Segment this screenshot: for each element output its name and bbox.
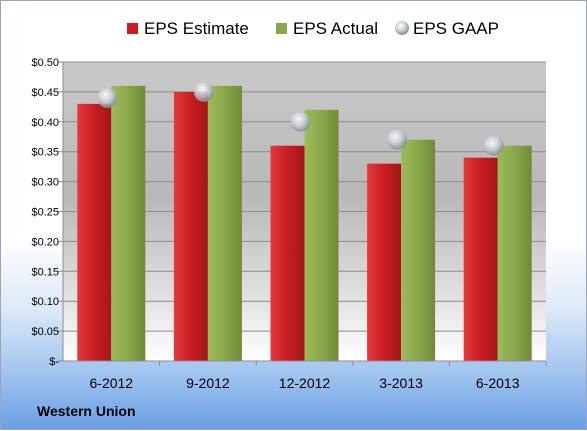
- y-tick-label: $0.40: [31, 117, 59, 129]
- bar-eps-estimate: [463, 157, 498, 361]
- x-axis: 6-2012 9-2012 12-2012 3-2013 6-2013: [63, 360, 547, 391]
- x-tick-label: 12-2012: [279, 375, 331, 391]
- bars-group: [77, 81, 532, 362]
- x-tick-label: 9-2012: [186, 375, 230, 391]
- marker-eps-gaap: [387, 129, 408, 150]
- y-tick-label: $0.50: [31, 57, 59, 69]
- bar-eps-estimate: [270, 145, 305, 361]
- marker-eps-gaap: [483, 135, 504, 156]
- marker-eps-gaap: [193, 81, 214, 102]
- bar-eps-actual: [401, 139, 436, 361]
- legend-label: EPS Estimate: [144, 19, 249, 38]
- marker-eps-gaap: [97, 87, 118, 108]
- bar-eps-estimate: [77, 103, 112, 362]
- bar-eps-actual: [304, 109, 339, 361]
- bar-eps-actual: [497, 145, 532, 361]
- y-tick-label: $0.10: [31, 296, 59, 308]
- legend-swatch: [276, 23, 287, 34]
- y-tick-label: $0.45: [31, 87, 59, 99]
- y-axis: $- $0.05 $0.10 $0.15 $0.20 $0.25 $0.30 $0.35 $0.…: [31, 57, 64, 368]
- company-label: Western Union: [37, 403, 136, 419]
- x-tick-label: 6-2012: [90, 375, 134, 391]
- bar-eps-actual: [111, 85, 146, 362]
- bar-eps-estimate: [367, 163, 402, 361]
- y-tick-label: $0.25: [31, 207, 59, 219]
- y-tick-label: $-: [49, 356, 59, 368]
- y-tick-label: $0.05: [31, 326, 59, 338]
- bar-eps-estimate: [173, 91, 208, 362]
- legend-swatch: [127, 23, 138, 34]
- y-tick-label: $0.15: [31, 266, 59, 278]
- marker-eps-gaap: [290, 111, 311, 132]
- legend-swatch: [395, 21, 409, 35]
- bar-eps-actual: [207, 85, 242, 362]
- legend: EPS Estimate EPS Actual EPS GAAP: [127, 19, 499, 38]
- legend-label: EPS Actual: [293, 19, 378, 38]
- y-tick-label: $0.35: [31, 147, 59, 159]
- y-tick-label: $0.20: [31, 236, 59, 248]
- x-tick-label: 6-2013: [476, 375, 520, 391]
- y-tick-label: $0.30: [31, 177, 59, 189]
- x-tick-label: 3-2013: [379, 375, 423, 391]
- legend-label: EPS GAAP: [413, 19, 499, 38]
